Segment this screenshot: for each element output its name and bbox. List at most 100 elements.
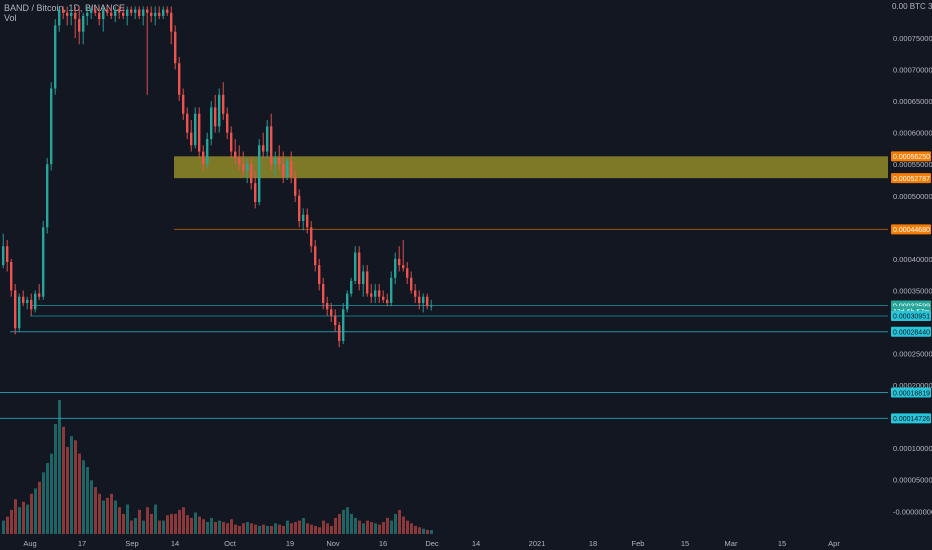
price-tag-label: 0.00018819 — [893, 390, 930, 397]
volume-bar — [142, 520, 145, 534]
volume-bar — [306, 523, 309, 534]
candle-body — [98, 12, 101, 20]
y-tick-label: 0.00010000 — [893, 444, 932, 453]
price-tag-support: 0.00028440 — [891, 326, 931, 337]
candle-body — [102, 9, 105, 20]
candle-down — [322, 277, 325, 310]
candle-up — [246, 157, 249, 184]
candle-up — [362, 265, 365, 297]
candle-body — [306, 214, 309, 228]
candle-up — [266, 120, 269, 158]
candle-body — [130, 9, 133, 13]
candle-body — [150, 12, 153, 16]
candle-body — [226, 113, 229, 133]
volume-bar — [418, 527, 421, 534]
volume-bar — [330, 525, 333, 534]
candle-up — [274, 151, 277, 177]
volume-bar — [54, 424, 57, 534]
candle-body — [50, 88, 53, 165]
candle-body — [194, 113, 197, 146]
candle-body — [234, 151, 237, 158]
candle-up — [162, 6, 165, 20]
volume-bar — [386, 517, 389, 534]
volume-bar — [78, 453, 81, 534]
price-tag-label: 0.00030951 — [893, 314, 930, 321]
candle-body — [162, 9, 165, 16]
candle-down — [130, 6, 133, 16]
candle-up — [210, 101, 213, 146]
volume-bar — [302, 517, 305, 534]
candle-body — [426, 296, 429, 307]
candle-up — [350, 277, 353, 297]
candle-body — [78, 19, 81, 32]
candle-body — [42, 227, 45, 297]
volume-bar — [198, 516, 201, 534]
volume-bar — [406, 520, 409, 534]
candle-body — [342, 309, 345, 341]
price-axis: 0.00075000 0.00070000 0.00065000 0.00060000… — [893, 34, 932, 516]
candle-body — [362, 271, 365, 285]
volume-bar — [422, 528, 425, 534]
price-tag-bg — [891, 310, 931, 321]
volume-bar — [174, 513, 177, 534]
candle-down — [254, 170, 257, 209]
candle-body — [18, 296, 21, 329]
candle-up — [374, 284, 377, 304]
candle-body — [310, 227, 313, 247]
price-tag-label: 0.00028440 — [893, 330, 930, 337]
volume-bar — [102, 500, 105, 534]
volume-bar — [298, 520, 301, 534]
volume-bar — [370, 521, 373, 534]
candle-up — [126, 6, 129, 26]
candle-up — [54, 19, 57, 95]
candle-down — [94, 6, 97, 16]
volume-bar — [82, 460, 85, 534]
scale-units[interactable]: 0.00 BTC 30 — [892, 2, 932, 11]
volume-bar — [178, 509, 181, 534]
candle-down — [242, 151, 245, 177]
volume-bar — [110, 493, 113, 534]
candle-up — [258, 138, 261, 206]
price-tag-bg — [891, 173, 931, 184]
candle-up — [422, 293, 425, 313]
x-tick-label: Nov — [326, 539, 340, 548]
volume-bar — [42, 472, 45, 534]
x-tick-label: 2021 — [529, 539, 546, 548]
candle-body — [138, 9, 141, 16]
candle-down — [62, 6, 65, 20]
candle-down — [198, 107, 201, 158]
candle-body — [382, 296, 385, 300]
candle-body — [122, 12, 125, 16]
candle-body — [290, 161, 293, 177]
candle-down — [78, 6, 81, 45]
candle-body — [66, 12, 69, 16]
candle-up — [58, 6, 61, 32]
volume-bar — [90, 480, 93, 534]
candle-body — [278, 157, 281, 165]
price-tag-bg — [891, 326, 931, 337]
volume-bar — [366, 520, 369, 534]
volume-bar — [14, 499, 17, 534]
candle-down — [234, 138, 237, 165]
candle-body — [318, 265, 321, 285]
volume-bar — [194, 512, 197, 534]
candle-down — [238, 145, 241, 171]
candle-body — [218, 94, 221, 127]
candle-down — [402, 239, 405, 272]
volume-bar — [86, 467, 89, 534]
volume-bar — [190, 517, 193, 534]
candle-body — [182, 94, 185, 114]
y-tick-label: 0.00035000 — [893, 286, 932, 295]
volume-bar — [206, 521, 209, 534]
candle-down — [166, 6, 169, 16]
candle-down — [170, 6, 173, 45]
volume-bar — [410, 523, 413, 534]
candle-body — [286, 161, 289, 177]
volume-bar — [262, 524, 265, 534]
volume-bar — [138, 509, 141, 534]
candle-down — [398, 246, 401, 272]
candle-down — [74, 6, 77, 38]
volume-bar — [334, 517, 337, 534]
volume-bar — [326, 523, 329, 534]
